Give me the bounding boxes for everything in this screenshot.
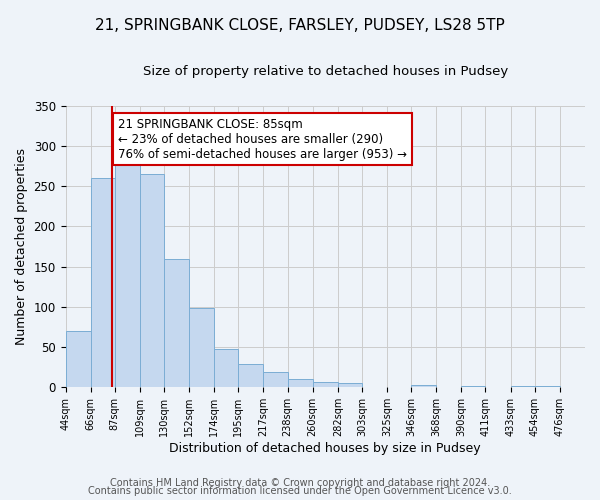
Y-axis label: Number of detached properties: Number of detached properties bbox=[15, 148, 28, 345]
Bar bbox=[287, 380, 313, 388]
Bar bbox=[140, 174, 164, 388]
Text: Contains public sector information licensed under the Open Government Licence v3: Contains public sector information licen… bbox=[88, 486, 512, 496]
Text: 21 SPRINGBANK CLOSE: 85sqm
← 23% of detached houses are smaller (290)
76% of sem: 21 SPRINGBANK CLOSE: 85sqm ← 23% of deta… bbox=[118, 118, 407, 160]
Text: Contains HM Land Registry data © Crown copyright and database right 2024.: Contains HM Land Registry data © Crown c… bbox=[110, 478, 490, 488]
Title: Size of property relative to detached houses in Pudsey: Size of property relative to detached ho… bbox=[143, 65, 508, 78]
Bar bbox=[313, 382, 338, 388]
Bar bbox=[238, 364, 263, 388]
Text: 21, SPRINGBANK CLOSE, FARSLEY, PUDSEY, LS28 5TP: 21, SPRINGBANK CLOSE, FARSLEY, PUDSEY, L… bbox=[95, 18, 505, 32]
Bar bbox=[65, 331, 91, 388]
Bar bbox=[535, 386, 560, 388]
Bar bbox=[461, 386, 485, 388]
X-axis label: Distribution of detached houses by size in Pudsey: Distribution of detached houses by size … bbox=[169, 442, 481, 455]
Bar bbox=[411, 385, 436, 388]
Bar bbox=[189, 308, 214, 388]
Bar bbox=[263, 372, 287, 388]
Bar bbox=[91, 178, 115, 388]
Bar bbox=[511, 386, 535, 388]
Bar bbox=[164, 258, 189, 388]
Bar bbox=[115, 152, 140, 388]
Bar bbox=[214, 348, 238, 388]
Bar bbox=[338, 384, 362, 388]
